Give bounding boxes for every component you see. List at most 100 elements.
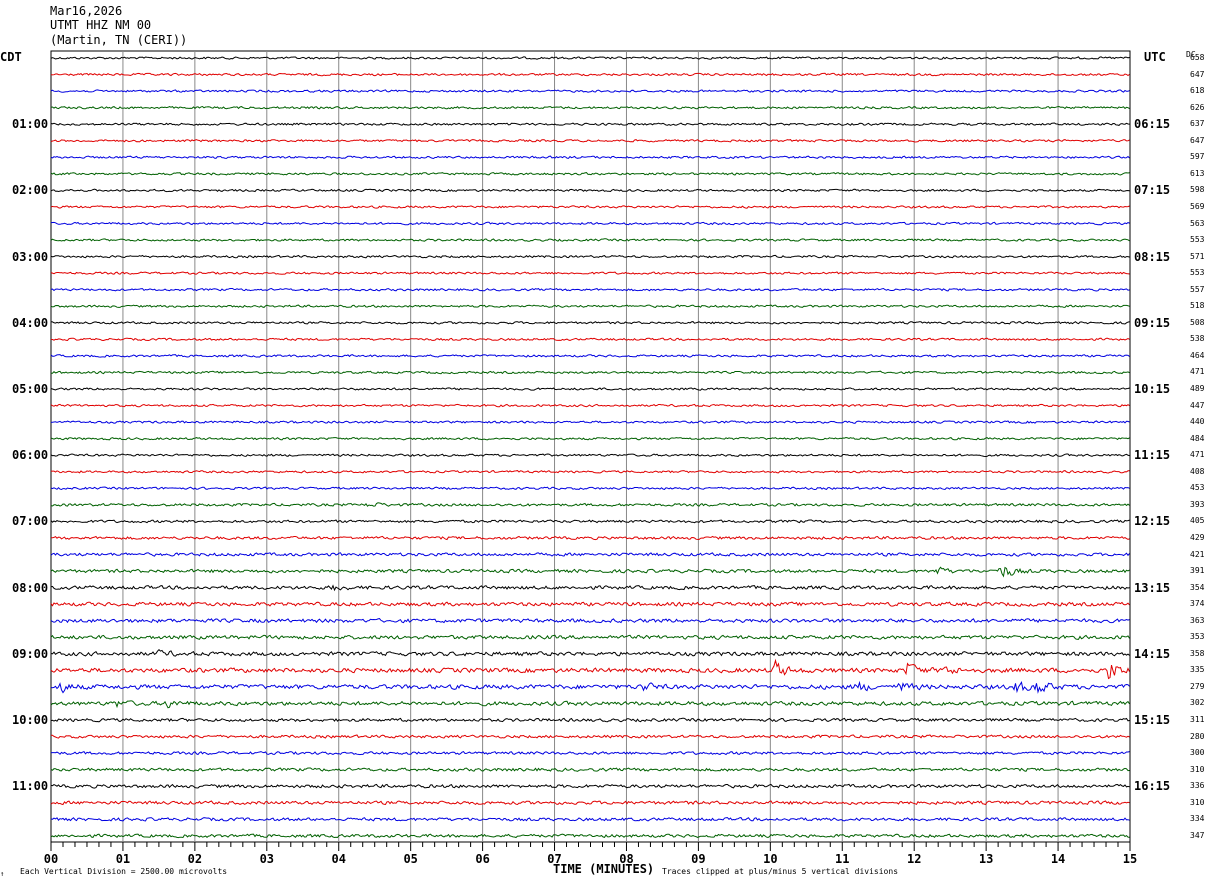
seismic-trace [50,734,1130,739]
seismic-trace [50,238,1130,242]
scale-note: Each Vertical Division = 2500.00 microvo… [20,867,228,876]
utc-hour-label: 12:15 [1134,514,1171,529]
seismic-trace [50,287,1130,292]
seismic-trace [50,833,1130,839]
dc-value: 335 [1190,665,1205,675]
dc-value: 647 [1190,135,1205,145]
seismic-trace [50,56,1130,60]
cdt-hour-label: 10:00 [12,713,49,727]
x-tick-label: 05 [403,852,417,866]
seismic-trace [51,535,1130,541]
dc-value: 464 [1190,350,1205,360]
seismic-trace [50,817,1130,822]
dc-value: 571 [1190,251,1205,261]
dc-value: 280 [1190,731,1205,741]
seismic-trace [50,750,1130,756]
dc-value: 408 [1190,466,1205,476]
dc-value: 518 [1190,301,1205,311]
dc-value: 508 [1190,317,1205,327]
seismic-trace [50,470,1130,474]
dc-value: 429 [1190,532,1205,542]
dc-value: 453 [1190,483,1205,493]
dc-value: 363 [1190,615,1205,625]
seismic-trace [51,337,1130,342]
dc-value: 347 [1190,830,1205,840]
seismic-trace [50,155,1130,160]
seismic-trace [50,420,1130,424]
cdt-hour-label: 01:00 [12,117,49,132]
dc-value: 553 [1190,268,1205,278]
x-tick-label: 01 [116,852,130,866]
dc-value: 440 [1190,417,1205,427]
x-tick-label: 15 [1123,852,1137,866]
seismic-trace [50,486,1130,491]
seismic-trace [50,122,1130,126]
x-tick-label: 12 [907,852,921,866]
seismic-trace [50,221,1130,226]
x-tick-label: 07 [547,852,561,866]
seismic-trace [50,188,1130,193]
seismic-trace [50,72,1130,77]
seismic-trace [50,254,1130,259]
x-tick-label: 13 [979,852,993,866]
seismic-trace [50,139,1130,143]
seismic-trace [50,783,1130,789]
seismic-trace [50,205,1130,209]
seismic-trace [50,304,1130,308]
x-tick-label: 11 [835,852,849,866]
dc-value: 391 [1190,566,1205,576]
seismic-trace [50,403,1130,408]
dc-value: 302 [1190,698,1205,708]
cdt-hour-label: 08:00 [12,580,49,595]
dc-value: 279 [1190,681,1205,691]
dc-value: 310 [1190,797,1205,807]
seismic-trace [50,552,1130,557]
clip-note: Traces clipped at plus/minus 5 vertical … [662,867,899,876]
dc-value: 563 [1190,218,1205,228]
x-tick-label: 06 [475,852,489,866]
dc-value: 647 [1190,69,1205,79]
dc-value: 310 [1190,764,1205,774]
seismic-trace [50,105,1130,110]
seismic-trace [50,767,1130,772]
seismic-trace [50,649,1130,657]
seismic-trace [50,502,1130,507]
x-tick-label: 14 [1051,852,1065,866]
seismic-trace [50,453,1130,458]
plot-frame [50,50,1131,843]
dc-value: 553 [1190,235,1205,245]
cdt-hour-label: 11:00 [12,779,49,794]
seismic-trace [50,89,1130,93]
seismic-trace [50,271,1130,275]
seismic-trace [50,436,1130,441]
dc-value: 489 [1190,384,1205,393]
seismic-trace [50,172,1130,176]
cdt-hour-label: 03:00 [12,249,49,264]
seismic-trace [50,717,1130,723]
x-tick-label: 08 [619,852,633,866]
dc-value: 658 [1190,53,1205,62]
dc-value: 353 [1190,632,1205,642]
dc-value: 405 [1190,516,1205,526]
dc-value: 300 [1190,748,1205,758]
x-tick-label: 02 [188,852,202,866]
dc-value: 637 [1190,119,1205,129]
cdt-hour-label: 04:00 [12,315,49,330]
seismic-trace [50,321,1130,325]
seismic-trace [50,519,1130,524]
cdt-hour-label: 05:00 [12,382,49,396]
dc-value: 557 [1190,284,1205,294]
dc-value: 374 [1190,599,1205,609]
plot-date: Mar16,2026 [50,4,123,18]
dc-value: 311 [1190,715,1205,724]
seismic-trace [50,680,1130,694]
dc-value: 538 [1190,334,1205,344]
cdt-hour-label: 09:00 [12,646,49,661]
dc-value: 334 [1190,814,1205,824]
utc-hour-label: 07:15 [1134,183,1171,198]
x-tick-label: 03 [260,852,274,866]
dc-value: 597 [1190,152,1205,162]
dc-value: 447 [1190,400,1205,410]
x-tick-label: 09 [691,852,705,866]
